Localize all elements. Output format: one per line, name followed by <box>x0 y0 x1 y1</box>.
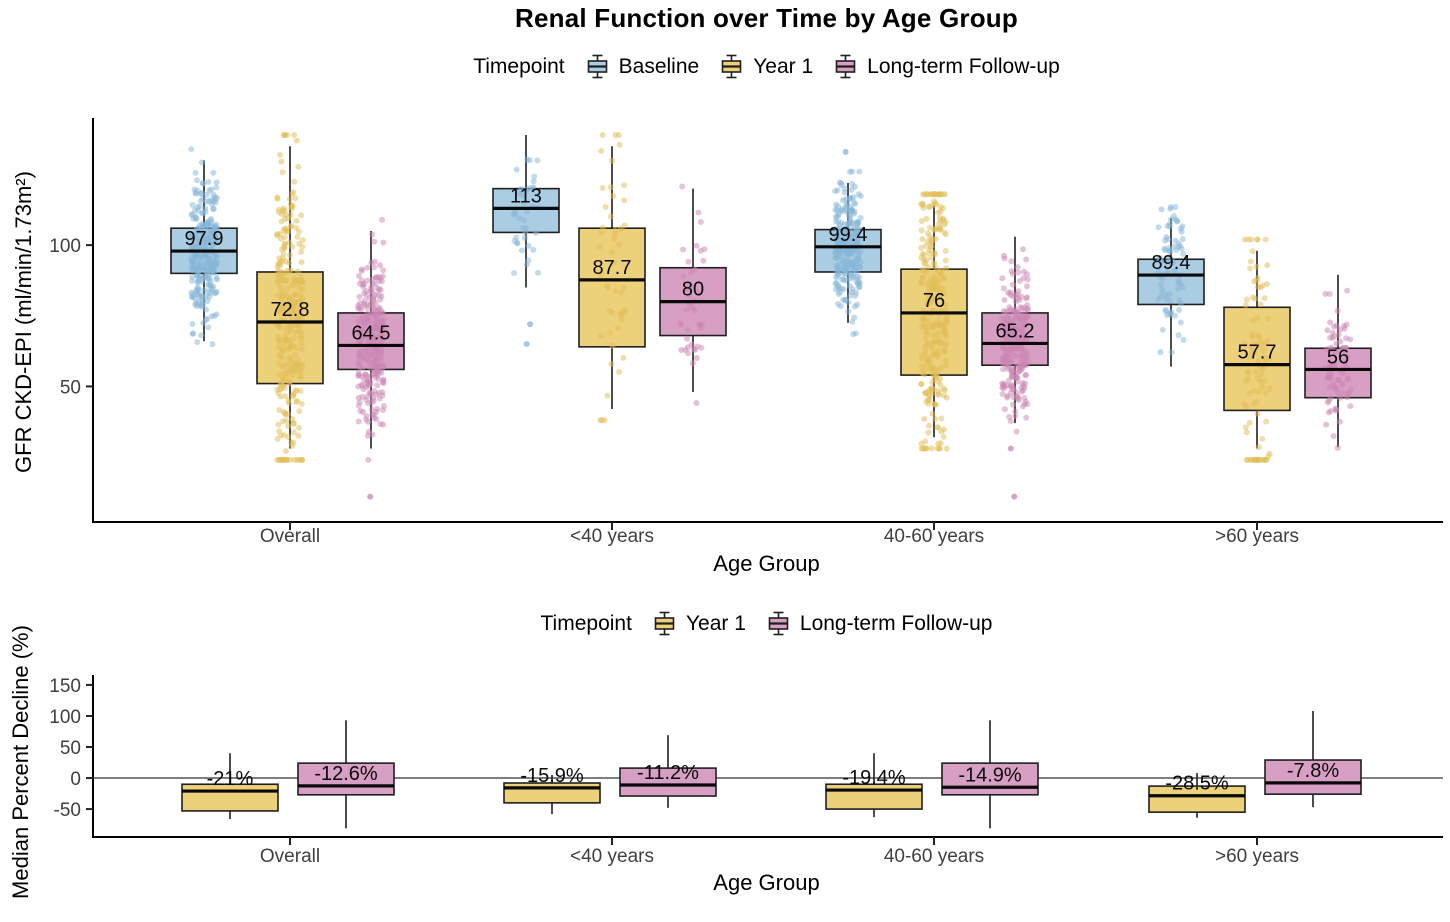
box-4060years-Year1: -19.4% <box>825 753 923 818</box>
box-Overall-Year1: -21% <box>181 753 279 819</box>
boxplot-key-icon <box>721 54 742 79</box>
median-label: 89.4 <box>1152 252 1191 274</box>
boxplot-key-icon <box>768 611 789 636</box>
median-label: 113 <box>510 185 542 207</box>
median-label: 56 <box>1327 346 1349 368</box>
boxplot-key-icon <box>835 54 856 79</box>
box-4060years-Baseline: 99.4 <box>814 148 882 338</box>
y-tick-label: 100 <box>49 707 81 728</box>
median-label: 64.5 <box>352 322 391 344</box>
y-tick-label: 50 <box>60 738 81 759</box>
median-label: -7.8% <box>1287 760 1339 782</box>
axes: 50 100 Overall <40 years 40-60 years >60 year… <box>49 118 1443 547</box>
y-tick-label: -50 <box>54 800 81 821</box>
box-Overall-Year1: 72.8 <box>256 131 324 463</box>
y-tick-label: 50 <box>60 377 81 398</box>
x-tick-label: >60 years <box>1215 846 1299 867</box>
x-tick-label: 40-60 years <box>884 846 984 867</box>
outlier-point <box>527 321 534 328</box>
x-axis-label-gfr: Age Group <box>713 551 820 576</box>
legend-item-long-term-follow-up: Long-term Follow-up <box>833 54 1060 79</box>
x-tick-label: Overall <box>260 846 320 867</box>
box-40years-LongtermFollowup: -11.2% <box>619 735 717 808</box>
gfr-panel-svg: 50 100 Overall <40 years 40-60 years >60 year… <box>49 118 1443 547</box>
box-60years-Year1: 57.7 <box>1223 236 1291 463</box>
outlier-point <box>1007 445 1014 452</box>
box-60years-LongtermFollowup: -7.8% <box>1264 711 1362 808</box>
x-tick-label: >60 years <box>1215 526 1299 547</box>
outlier-point <box>842 148 849 155</box>
jitter-points <box>596 131 628 424</box>
x-tick-label: <40 years <box>570 846 654 867</box>
jitter-points <box>1155 203 1187 356</box>
box-4060years-LongtermFollowup: -14.9% <box>941 720 1039 829</box>
legend-item-label: Long-term Follow-up <box>867 54 1060 78</box>
jitter-points <box>1322 287 1354 451</box>
legend-item-long-term-follow-up: Long-term Follow-up <box>766 611 993 636</box>
legend-gfr: Timepoint Baseline Year 1 Long-term Follow… <box>90 54 1443 79</box>
chart-title: Renal Function over Time by Age Group <box>515 3 1018 33</box>
box-40years-Baseline: 113 <box>492 134 560 348</box>
outlier-point <box>1011 493 1018 500</box>
boxplot-key-icon <box>654 611 675 636</box>
x-tick-label: <40 years <box>570 526 654 547</box>
x-tick-label: 40-60 years <box>884 526 984 547</box>
legend-item-label: Year 1 <box>753 54 814 78</box>
boxplot-key-icon <box>587 54 607 79</box>
median-label: 87.7 <box>593 257 632 279</box>
median-label: -28.5% <box>1165 773 1229 795</box>
legend-title: Timepoint <box>473 54 565 78</box>
median-label: -11.2% <box>637 762 699 784</box>
median-label: -15.9% <box>520 765 584 787</box>
box-Overall-LongtermFollowup: -12.6% <box>297 720 395 829</box>
y-tick-label: 100 <box>49 236 81 257</box>
axes: -50 0 50 100 150 Overall <40 years 40-60 years >… <box>49 675 1443 867</box>
x-axis-label-decline: Age Group <box>713 870 820 895</box>
outlier-point <box>523 341 530 348</box>
box-60years-LongtermFollowup: 56 <box>1304 274 1372 451</box>
box-4060years-LongtermFollowup: 65.2 <box>981 236 1049 500</box>
median-label: 99.4 <box>829 224 868 246</box>
median-label: 76 <box>923 290 945 312</box>
median-label: 65.2 <box>996 320 1035 342</box>
box-Overall-Baseline: 97.9 <box>170 146 238 348</box>
box-4060years-Year1: 76 <box>900 191 968 452</box>
outlier-point <box>367 493 374 500</box>
box-40years-Year1: -15.9% <box>503 765 601 815</box>
median-label: 72.8 <box>271 299 310 321</box>
legend-item-year-1: Year 1 <box>652 611 746 636</box>
median-label: -14.9% <box>958 764 1022 786</box>
decline-panel-svg: -50 0 50 100 150 Overall <40 years 40-60 years >… <box>49 675 1443 867</box>
median-label: 57.7 <box>1238 342 1277 364</box>
jitter-points <box>677 183 708 406</box>
jitter-points <box>918 191 950 452</box>
legend-item-year-1: Year 1 <box>719 54 813 79</box>
median-label: -21% <box>207 768 254 790</box>
jitter-points <box>510 156 542 277</box>
legend-decline: Timepoint Year 1 Long-term Follow-up <box>90 611 1443 636</box>
median-label: -12.6% <box>314 763 378 785</box>
y-tick-label: 150 <box>49 676 81 697</box>
box-Overall-LongtermFollowup: 64.5 <box>337 216 405 500</box>
legend-item-label: Long-term Follow-up <box>799 611 993 635</box>
legend-item-baseline: Baseline <box>585 54 700 79</box>
legend-item-label: Baseline <box>618 54 700 78</box>
y-tick-label: 0 <box>70 769 81 790</box>
legend-item-label: Year 1 <box>685 611 746 635</box>
median-label: 80 <box>682 279 704 301</box>
box-60years-Baseline: 89.4 <box>1137 203 1205 367</box>
box-40years-Year1: 87.7 <box>578 131 646 424</box>
box-60years-Year1: -28.5% <box>1148 773 1246 818</box>
box-40years-LongtermFollowup: 80 <box>659 183 727 406</box>
median-label: 97.9 <box>185 228 224 250</box>
legend-title: Timepoint <box>540 611 632 635</box>
jitter-points <box>999 246 1031 435</box>
median-label: -19.4% <box>842 767 906 789</box>
jitter-points <box>832 168 864 338</box>
x-tick-label: Overall <box>260 526 320 547</box>
